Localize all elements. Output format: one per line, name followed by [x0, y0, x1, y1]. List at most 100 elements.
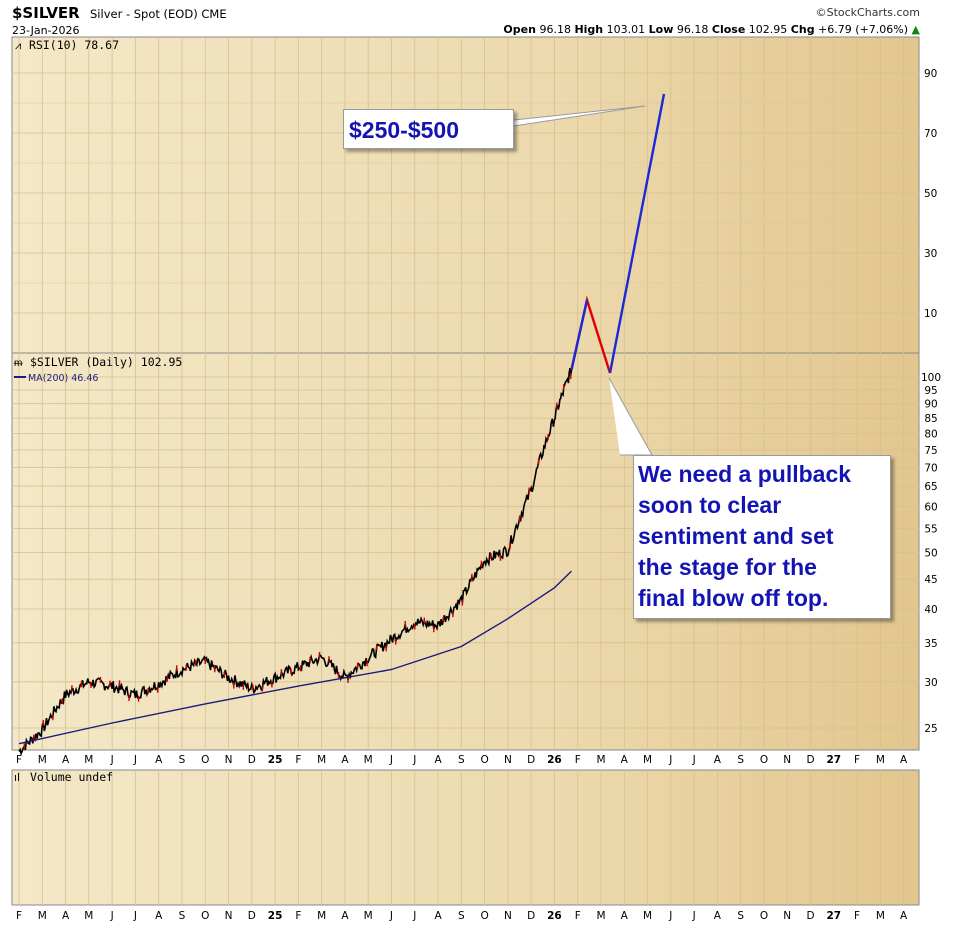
- x-tick-label: N: [225, 754, 233, 766]
- x-tick-label: J: [668, 910, 672, 922]
- up-arrow-icon: ▲: [911, 23, 920, 36]
- x-tick-label: J: [692, 910, 696, 922]
- x-tick-label: D: [806, 910, 814, 922]
- x-tick-label: F: [575, 910, 581, 922]
- pullback-line-1: We need a pullback: [638, 461, 852, 487]
- x-tick-label: N: [783, 910, 791, 922]
- x-tick-label: N: [504, 754, 512, 766]
- x-axis-volume: F M A M J J A S O N D 25 F M A M J J A S O N D 26 F M A M J J A S O N D 27 F…: [16, 910, 908, 922]
- x-tick-label: J: [412, 754, 416, 766]
- x-tick-label: F: [295, 754, 301, 766]
- ma200-line: [18, 570, 572, 745]
- x-tick-label: F: [854, 754, 860, 766]
- x-tick-label: J: [133, 910, 137, 922]
- x-tick-label: A: [900, 754, 908, 766]
- x-tick-label: S: [179, 910, 186, 922]
- volume-icon: ıl: [14, 771, 20, 784]
- price-tick-label: 65: [924, 481, 937, 493]
- x-tick-label: F: [16, 910, 22, 922]
- price-target-text: $250-$500: [349, 117, 459, 143]
- panel-labels: ⩘ RSI(10) 78.67 ᵯ $SILVER (Daily) 102.95…: [13, 38, 182, 784]
- price-tick-label: 35: [924, 638, 937, 650]
- symbol-title: $SILVER: [12, 4, 80, 22]
- silver-price-line: [18, 367, 573, 757]
- rsi-tick-label: 70: [924, 128, 937, 140]
- x-tick-label: J: [692, 754, 696, 766]
- x-tick-label: O: [760, 910, 768, 922]
- x-tick-label: A: [621, 754, 629, 766]
- x-tick-label: O: [480, 754, 488, 766]
- x-tick-label: M: [596, 754, 605, 766]
- x-tick-label: J: [412, 910, 416, 922]
- ohlc-readout: Open 96.18 High 103.01 Low 96.18 Close 1…: [503, 23, 920, 36]
- projection-blowoff-line: [608, 93, 666, 374]
- x-tick-label: 25: [268, 754, 283, 766]
- chart-date: 23-Jan-2026: [12, 24, 80, 37]
- x-tick-label: D: [527, 910, 535, 922]
- x-tick-label: A: [62, 910, 70, 922]
- series-lines: [18, 93, 666, 757]
- low-value: 96.18: [676, 23, 709, 36]
- x-tick-label: F: [854, 910, 860, 922]
- x-tick-label: O: [201, 754, 209, 766]
- rsi-axis: 10 30 50 70 90: [924, 68, 937, 320]
- low-label: Low: [648, 23, 674, 36]
- close-label: Close: [711, 23, 746, 36]
- description-text: Silver - Spot (EOD): [90, 7, 198, 21]
- x-tick-label: A: [341, 754, 349, 766]
- chart-header: $SILVER Silver - Spot (EOD) CME 23-Jan-2…: [12, 4, 920, 37]
- x-tick-label: 26: [547, 910, 562, 922]
- x-tick-label: M: [364, 910, 373, 922]
- high-label: High: [574, 23, 604, 36]
- x-tick-label: A: [341, 910, 349, 922]
- brand-link[interactable]: ©StockCharts.com: [816, 6, 920, 19]
- x-tick-label: D: [248, 910, 256, 922]
- price-target-callout: $250-$500: [343, 109, 514, 149]
- price-tick-label: 60: [924, 501, 937, 513]
- callout-pointer-target: [513, 105, 646, 127]
- x-tick-label: A: [900, 910, 908, 922]
- rsi-panel: [11, 36, 920, 354]
- x-tick-label: A: [155, 754, 163, 766]
- volume-panel: [11, 769, 920, 906]
- x-tick-label: D: [248, 754, 256, 766]
- high-value: 103.01: [606, 23, 646, 36]
- brand-text: StockCharts.com: [826, 6, 920, 19]
- rsi-tick-label: 50: [924, 188, 937, 200]
- x-tick-label: J: [110, 910, 114, 922]
- price-label: $SILVER (Daily) 102.95: [30, 355, 182, 369]
- x-tick-label: M: [84, 910, 93, 922]
- pullback-line-4: the stage for the: [638, 554, 817, 580]
- price-tick-label: 90: [924, 399, 937, 411]
- exchange-text: CME: [201, 7, 227, 21]
- x-tick-label: S: [458, 910, 465, 922]
- pullback-line-3: sentiment and set: [638, 523, 834, 549]
- price-tick-label: 85: [924, 413, 937, 425]
- x-tick-label: A: [155, 910, 163, 922]
- x-tick-label: M: [317, 754, 326, 766]
- price-tick-label: 100: [921, 372, 941, 384]
- x-tick-label: F: [295, 910, 301, 922]
- open-label: Open: [503, 23, 536, 36]
- x-tick-label: M: [596, 910, 605, 922]
- chg-value: +6.79 (+7.06%): [818, 23, 909, 36]
- rsi-label: RSI(10) 78.67: [29, 38, 119, 52]
- price-tick-label: 40: [924, 604, 937, 616]
- rsi-icon: ⩘: [15, 39, 21, 52]
- candle-icon: ᵯ: [13, 358, 23, 369]
- x-tick-label: D: [527, 754, 535, 766]
- x-tick-label: A: [621, 910, 629, 922]
- price-tick-label: 55: [924, 523, 937, 535]
- x-tick-label: J: [389, 754, 393, 766]
- pullback-line-2: soon to clear: [638, 492, 782, 518]
- x-tick-label: D: [806, 754, 814, 766]
- pullback-line-5: final blow off top.: [638, 585, 829, 611]
- x-tick-label: A: [62, 754, 70, 766]
- price-tick-label: 30: [924, 677, 937, 689]
- chg-label: Chg: [790, 23, 815, 36]
- x-tick-label: J: [110, 754, 114, 766]
- price-tick-label: 50: [924, 548, 937, 560]
- x-tick-label: S: [458, 754, 465, 766]
- copyright-icon: ©: [815, 6, 827, 19]
